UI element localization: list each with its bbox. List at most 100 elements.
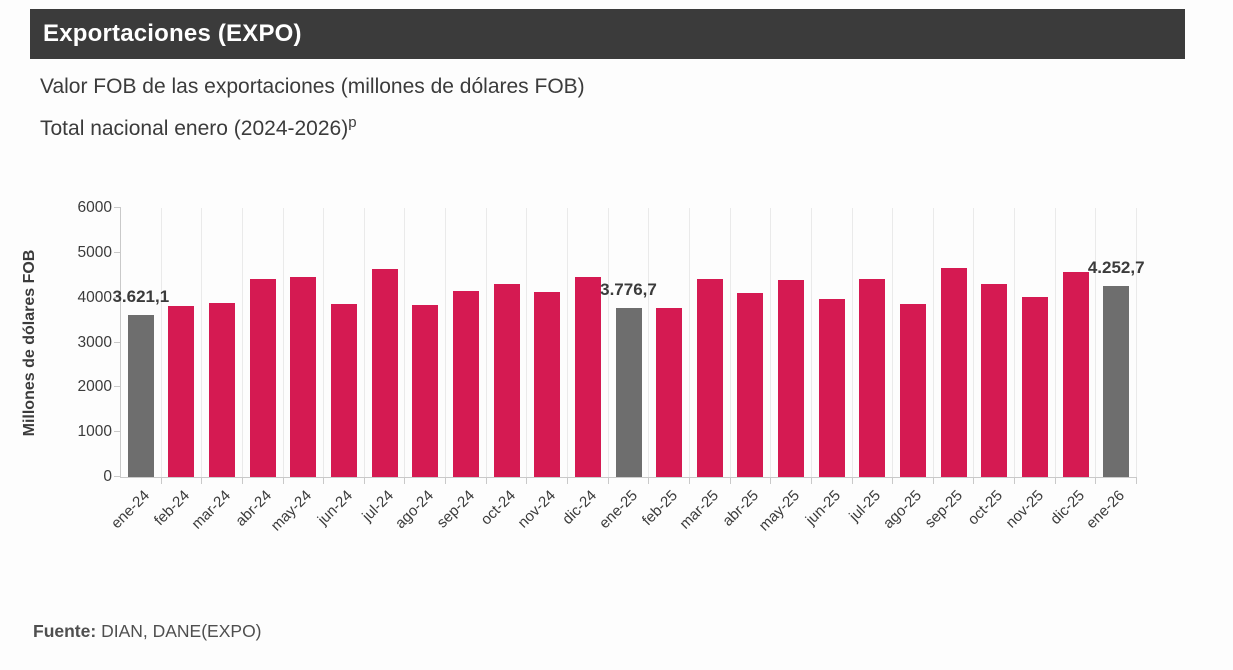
bar-slot: oct-24 — [477, 208, 528, 529]
x-tick-label-feb-24: feb-24 — [151, 487, 194, 530]
x-tick-label-oct-24: oct-24 — [477, 487, 519, 529]
bar-ago-25[interactable] — [899, 303, 926, 477]
source-label: Fuente: — [33, 621, 97, 641]
chart-header-bar: Exportaciones (EXPO) — [30, 9, 1185, 59]
y-tick-label: 6000 — [77, 199, 112, 216]
bar-dic-24[interactable] — [574, 276, 601, 477]
x-tick-label-nov-24: nov-24 — [514, 487, 560, 532]
x-tick-label-feb-25: feb-25 — [639, 487, 682, 530]
x-tick-label-ene-25: ene-25 — [595, 487, 641, 533]
bar-slot: oct-25 — [965, 208, 1016, 529]
x-tick-label-may-25: may-25 — [755, 487, 804, 535]
x-tick-mark — [1014, 478, 1016, 484]
bar-slot: 3.621,1 ene-24 — [108, 208, 169, 532]
bar-slot: sep-24 — [433, 208, 487, 531]
x-tick-mark — [770, 478, 772, 484]
bar-slot: ago-24 — [392, 208, 447, 532]
y-tick-mark — [114, 386, 121, 388]
bar-chart: 0 1000 2000 3000 4000 5000 6000 3.621,1 ene-24 f… — [0, 199, 1145, 534]
x-tick-label-ago-24: ago-24 — [392, 487, 438, 533]
bar-oct-25[interactable] — [981, 283, 1008, 477]
bar-slot: dic-24 — [559, 208, 609, 528]
bar-value-label-ene-24: 3.621,1 — [112, 286, 170, 306]
bar-jun-24[interactable] — [331, 304, 358, 477]
bar-oct-24[interactable] — [493, 284, 520, 477]
bar-slot: abr-25 — [720, 208, 772, 530]
y-tick-mark — [114, 251, 121, 253]
bar-ene-26[interactable] — [1103, 286, 1130, 477]
x-tick-mark — [445, 478, 447, 484]
bar-slot: may-25 — [756, 208, 812, 534]
x-tick-label-sep-24: sep-24 — [433, 487, 478, 532]
bar-slot: mar-25 — [676, 208, 731, 533]
x-tick-mark — [1054, 478, 1056, 484]
bar-slot: ago-25 — [880, 208, 934, 532]
bar-slot: sep-25 — [921, 208, 975, 531]
x-tick-mark — [241, 478, 243, 484]
x-tick-label-ene-26: ene-26 — [1083, 487, 1129, 533]
bar-slot: jun-24 — [315, 208, 365, 529]
plot-area: 3.621,1 ene-24 feb-24 mar-24 abr-24 may-24 jun… — [108, 207, 1145, 534]
x-tick-label-mar-25: mar-25 — [676, 487, 722, 533]
bar-sep-25[interactable] — [940, 268, 967, 477]
bar-ago-24[interactable] — [412, 305, 439, 477]
y-tick-mark — [114, 341, 121, 343]
x-tick-mark — [567, 478, 569, 484]
bar-mar-24[interactable] — [209, 302, 236, 477]
x-tick-label-mar-24: mar-24 — [188, 487, 235, 533]
x-tick-mark — [485, 478, 487, 484]
y-tick-mark — [114, 431, 121, 433]
bar-jul-24[interactable] — [371, 268, 398, 477]
x-tick-mark — [851, 478, 853, 484]
bar-slot: mar-24 — [188, 208, 243, 533]
page-title: Exportaciones (EXPO) — [43, 20, 302, 47]
bar-slot: 3.776,7 ene-25 — [595, 208, 657, 532]
x-tick-label-jun-24: jun-24 — [314, 487, 357, 529]
bar-abr-25[interactable] — [737, 292, 764, 477]
x-tick-label-oct-25: oct-25 — [964, 487, 1007, 529]
y-tick-label: 0 — [103, 468, 112, 485]
chart-subtitle-line2: Total nacional enero (2024-2026)p — [40, 114, 357, 141]
x-tick-mark — [607, 478, 609, 484]
x-tick-label-dic-25: dic-25 — [1046, 487, 1088, 528]
x-tick-label-may-24: may-24 — [267, 487, 316, 535]
bar-slot: jun-25 — [802, 208, 853, 529]
bar-feb-24[interactable] — [168, 306, 195, 477]
bar-feb-25[interactable] — [656, 307, 683, 477]
bar-nov-24[interactable] — [534, 291, 561, 477]
y-tick-mark — [114, 296, 121, 298]
bar-jul-25[interactable] — [859, 278, 886, 477]
bar-ene-25[interactable] — [615, 307, 642, 477]
bar-nov-25[interactable] — [1021, 296, 1048, 477]
bar-slot: feb-25 — [639, 208, 690, 529]
bar-mar-25[interactable] — [696, 278, 723, 477]
y-tick-label: 4000 — [77, 288, 112, 306]
bar-value-label-ene-25: 3.776,7 — [600, 279, 657, 299]
bar-sep-24[interactable] — [452, 290, 479, 477]
x-tick-label-jul-25: jul-25 — [846, 487, 885, 525]
x-tick-mark — [973, 478, 975, 484]
bar-ene-24[interactable] — [127, 314, 154, 477]
x-tick-label-ene-24: ene-24 — [107, 487, 153, 533]
bar-slot: jul-25 — [846, 208, 894, 525]
x-tick-label-ago-25: ago-25 — [879, 487, 926, 533]
x-tick-mark — [282, 478, 284, 484]
x-tick-label-jun-25: jun-25 — [802, 487, 844, 529]
source-note: Fuente: DIAN, DANE(EXPO) — [33, 621, 262, 642]
x-tick-mark — [648, 478, 650, 484]
bar-may-24[interactable] — [290, 276, 317, 477]
bar-jun-25[interactable] — [818, 299, 845, 477]
y-tick-mark — [114, 476, 121, 477]
bar-dic-25[interactable] — [1062, 272, 1089, 477]
bar-may-25[interactable] — [778, 279, 805, 477]
provisional-superscript: p — [348, 114, 357, 131]
x-tick-mark — [404, 478, 406, 484]
x-tick-mark — [323, 478, 325, 484]
y-tick-label: 5000 — [77, 243, 112, 261]
y-tick-mark — [114, 207, 121, 208]
bar-abr-24[interactable] — [249, 278, 276, 477]
bar-slot: dic-25 — [1047, 208, 1097, 528]
x-tick-label-nov-25: nov-25 — [1002, 487, 1047, 532]
bar-slot: nov-25 — [1002, 208, 1056, 531]
x-tick-mark — [201, 478, 203, 484]
